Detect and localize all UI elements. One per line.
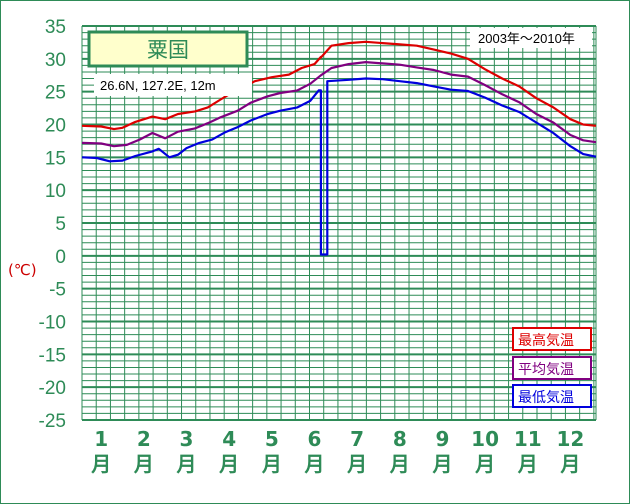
y-tick-label: 10: [45, 181, 66, 202]
y-tick-label: -5: [49, 280, 66, 301]
legend: 最高気温 平均気温 最低気温: [512, 327, 592, 408]
chart-title: 粟国: [147, 38, 189, 62]
x-tick-label: 8: [393, 427, 407, 451]
y-tick-labels: -25 -20 -15 -10 -5 0 5 10 15 20 25 30 35: [39, 17, 66, 432]
location-box: [94, 74, 252, 96]
y-tick-label: -15: [39, 345, 66, 366]
x-tick-label: 9: [435, 427, 449, 451]
legend-box-min: [512, 384, 592, 408]
y-tick-label: 20: [45, 116, 66, 137]
x-tick-label: 3: [180, 427, 194, 451]
series-line-min: [81, 77, 597, 256]
y-axis-unit: (℃): [8, 261, 37, 279]
x-tick-suffix: 月: [90, 452, 111, 476]
legend-label-max: 最高気温: [518, 332, 574, 349]
legend-box-max: [512, 327, 592, 351]
period-label: 2003年～2010年: [478, 31, 575, 46]
y-tick-label: 35: [45, 17, 66, 38]
x-tick-suffix: 月: [389, 452, 410, 476]
x-tick-suffix: 月: [346, 452, 367, 476]
y-tick-label: 0: [55, 247, 66, 268]
period-box: [470, 28, 592, 48]
y-tick-label: -20: [39, 378, 66, 399]
x-tick-suffix: 月: [431, 452, 452, 476]
series-line-avg: [81, 60, 597, 148]
y-tick-label: 5: [55, 214, 66, 235]
y-tick-label: 30: [45, 50, 66, 71]
title-box: [87, 30, 249, 68]
x-tick-label: 2: [137, 427, 151, 451]
legend-label-min: 最低気温: [518, 390, 574, 406]
x-tick-suffix: 月: [261, 452, 282, 476]
y-tick-label: 15: [45, 148, 66, 169]
x-tick-label: 1: [94, 427, 108, 451]
legend-box-avg: [512, 356, 592, 380]
x-tick-label: 4: [222, 427, 236, 451]
x-tick-label: 12: [556, 427, 584, 451]
x-tick-suffix: 月: [303, 452, 324, 476]
x-tick-suffix: 月: [176, 452, 197, 476]
x-tick-label: 6: [308, 427, 322, 451]
y-tick-label: 25: [45, 83, 66, 104]
x-tick-suffix: 月: [474, 452, 495, 476]
x-tick-suffix: 月: [133, 452, 154, 476]
x-tick-label: 7: [350, 427, 364, 451]
legend-label-avg: 平均気温: [518, 362, 574, 378]
x-tick-suffix: 月: [218, 452, 239, 476]
x-tick-label: 11: [514, 427, 542, 451]
location-label: 26.6N, 127.2E, 12m: [100, 78, 216, 93]
x-tick-label: 10: [471, 427, 499, 451]
y-tick-label: -25: [39, 411, 66, 432]
series-layer: [81, 40, 597, 256]
series-line-max: [81, 40, 597, 131]
y-tick-label: -10: [39, 313, 66, 334]
x-tick-label: 5: [265, 427, 279, 451]
x-tick-suffix: 月: [517, 452, 538, 476]
x-tick-suffix: 月: [559, 452, 580, 476]
